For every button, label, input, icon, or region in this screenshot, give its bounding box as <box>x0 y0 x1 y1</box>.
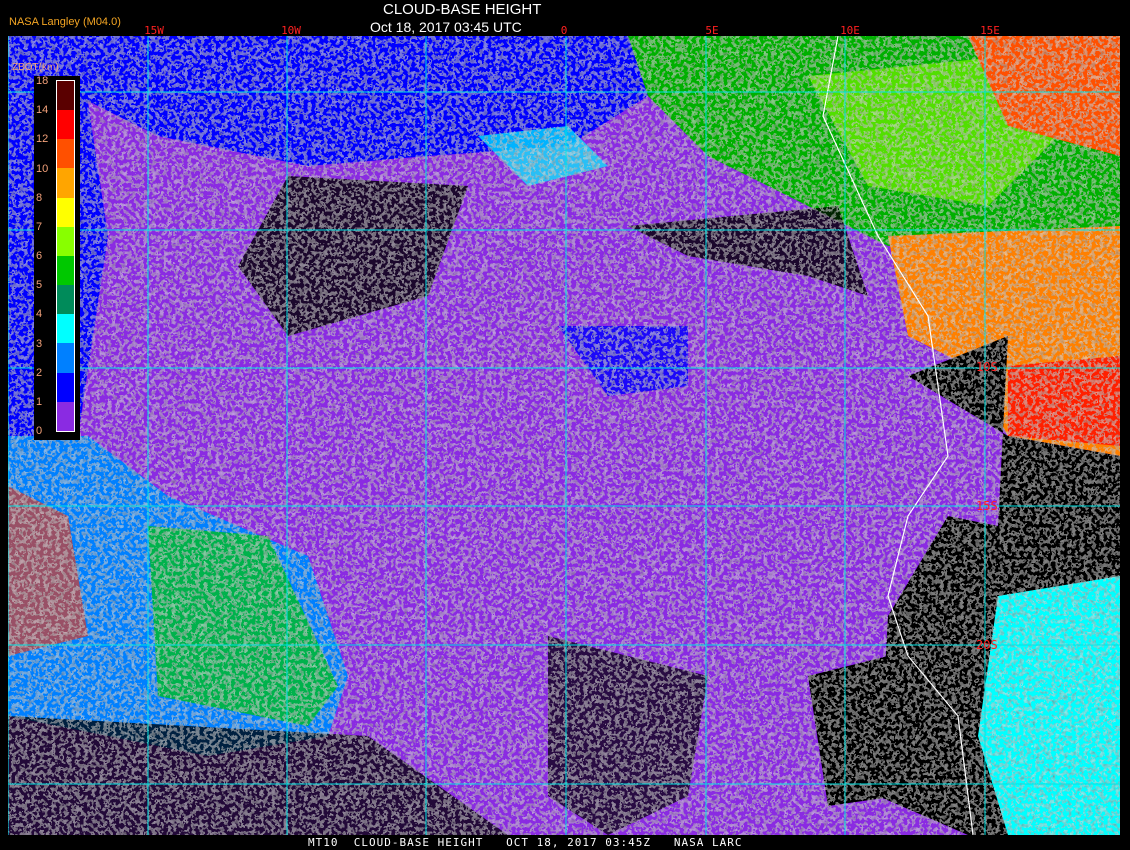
color-legend: 0 1 2 3 4 5 6 7 8 10 12 14 18 <box>34 75 80 440</box>
legend-tick-label: 7 <box>36 220 43 233</box>
longitude-label: 10W <box>281 24 301 37</box>
coastline <box>822 36 974 835</box>
legend-tick-label: 6 <box>36 250 43 262</box>
color-swatch <box>57 372 74 402</box>
longitude-label: 5E <box>705 24 719 37</box>
latitude-label: 10S <box>976 360 998 374</box>
legend-tick-label: 14 <box>36 104 49 117</box>
legend-tick-label: 12 <box>36 133 49 146</box>
color-swatch <box>57 401 74 431</box>
legend-tick-label: 1 <box>36 395 43 408</box>
longitude-label: 0 <box>560 24 568 37</box>
color-swatch <box>57 226 74 256</box>
color-swatch <box>57 110 74 140</box>
color-swatch <box>57 343 74 373</box>
legend-tick-label: 10 <box>36 162 49 175</box>
credit-label: NASA Langley (M04.0) <box>9 16 121 28</box>
map-title: CLOUD-BASE HEIGHT <box>383 1 542 18</box>
latitude-label: 20S <box>976 638 998 652</box>
footer-caption: MT10 CLOUD-BASE HEIGHT OCT 18, 2017 03:4… <box>308 836 743 849</box>
map-timestamp: Oct 18, 2017 03:45 UTC <box>370 19 522 35</box>
legend-tick-label: 0 <box>36 425 43 437</box>
color-swatch <box>57 255 74 286</box>
color-swatch <box>57 197 74 227</box>
color-bar <box>56 80 75 432</box>
color-swatch <box>57 80 74 111</box>
legend-tick-label: 5 <box>36 279 43 292</box>
legend-tick-label: 8 <box>36 191 43 204</box>
lat-lon-grid <box>8 36 1120 835</box>
legend-tick-label: 3 <box>36 337 43 350</box>
longitude-label: 10E <box>840 24 860 37</box>
legend-tick-label: 2 <box>36 366 43 379</box>
longitude-label: 15E <box>980 24 1000 37</box>
legend-title: ZBOT(km) <box>12 62 59 73</box>
longitude-label: 15W <box>144 24 164 37</box>
color-swatch <box>57 139 74 169</box>
legend-tick-label: 18 <box>36 75 49 87</box>
cloud-base-height-map <box>8 36 1120 835</box>
color-swatch <box>57 285 74 315</box>
latitude-label: 15S <box>976 499 998 513</box>
texture <box>8 36 1120 835</box>
legend-tick-label: 4 <box>36 308 43 321</box>
color-swatch <box>57 168 74 198</box>
color-swatch <box>57 314 74 344</box>
